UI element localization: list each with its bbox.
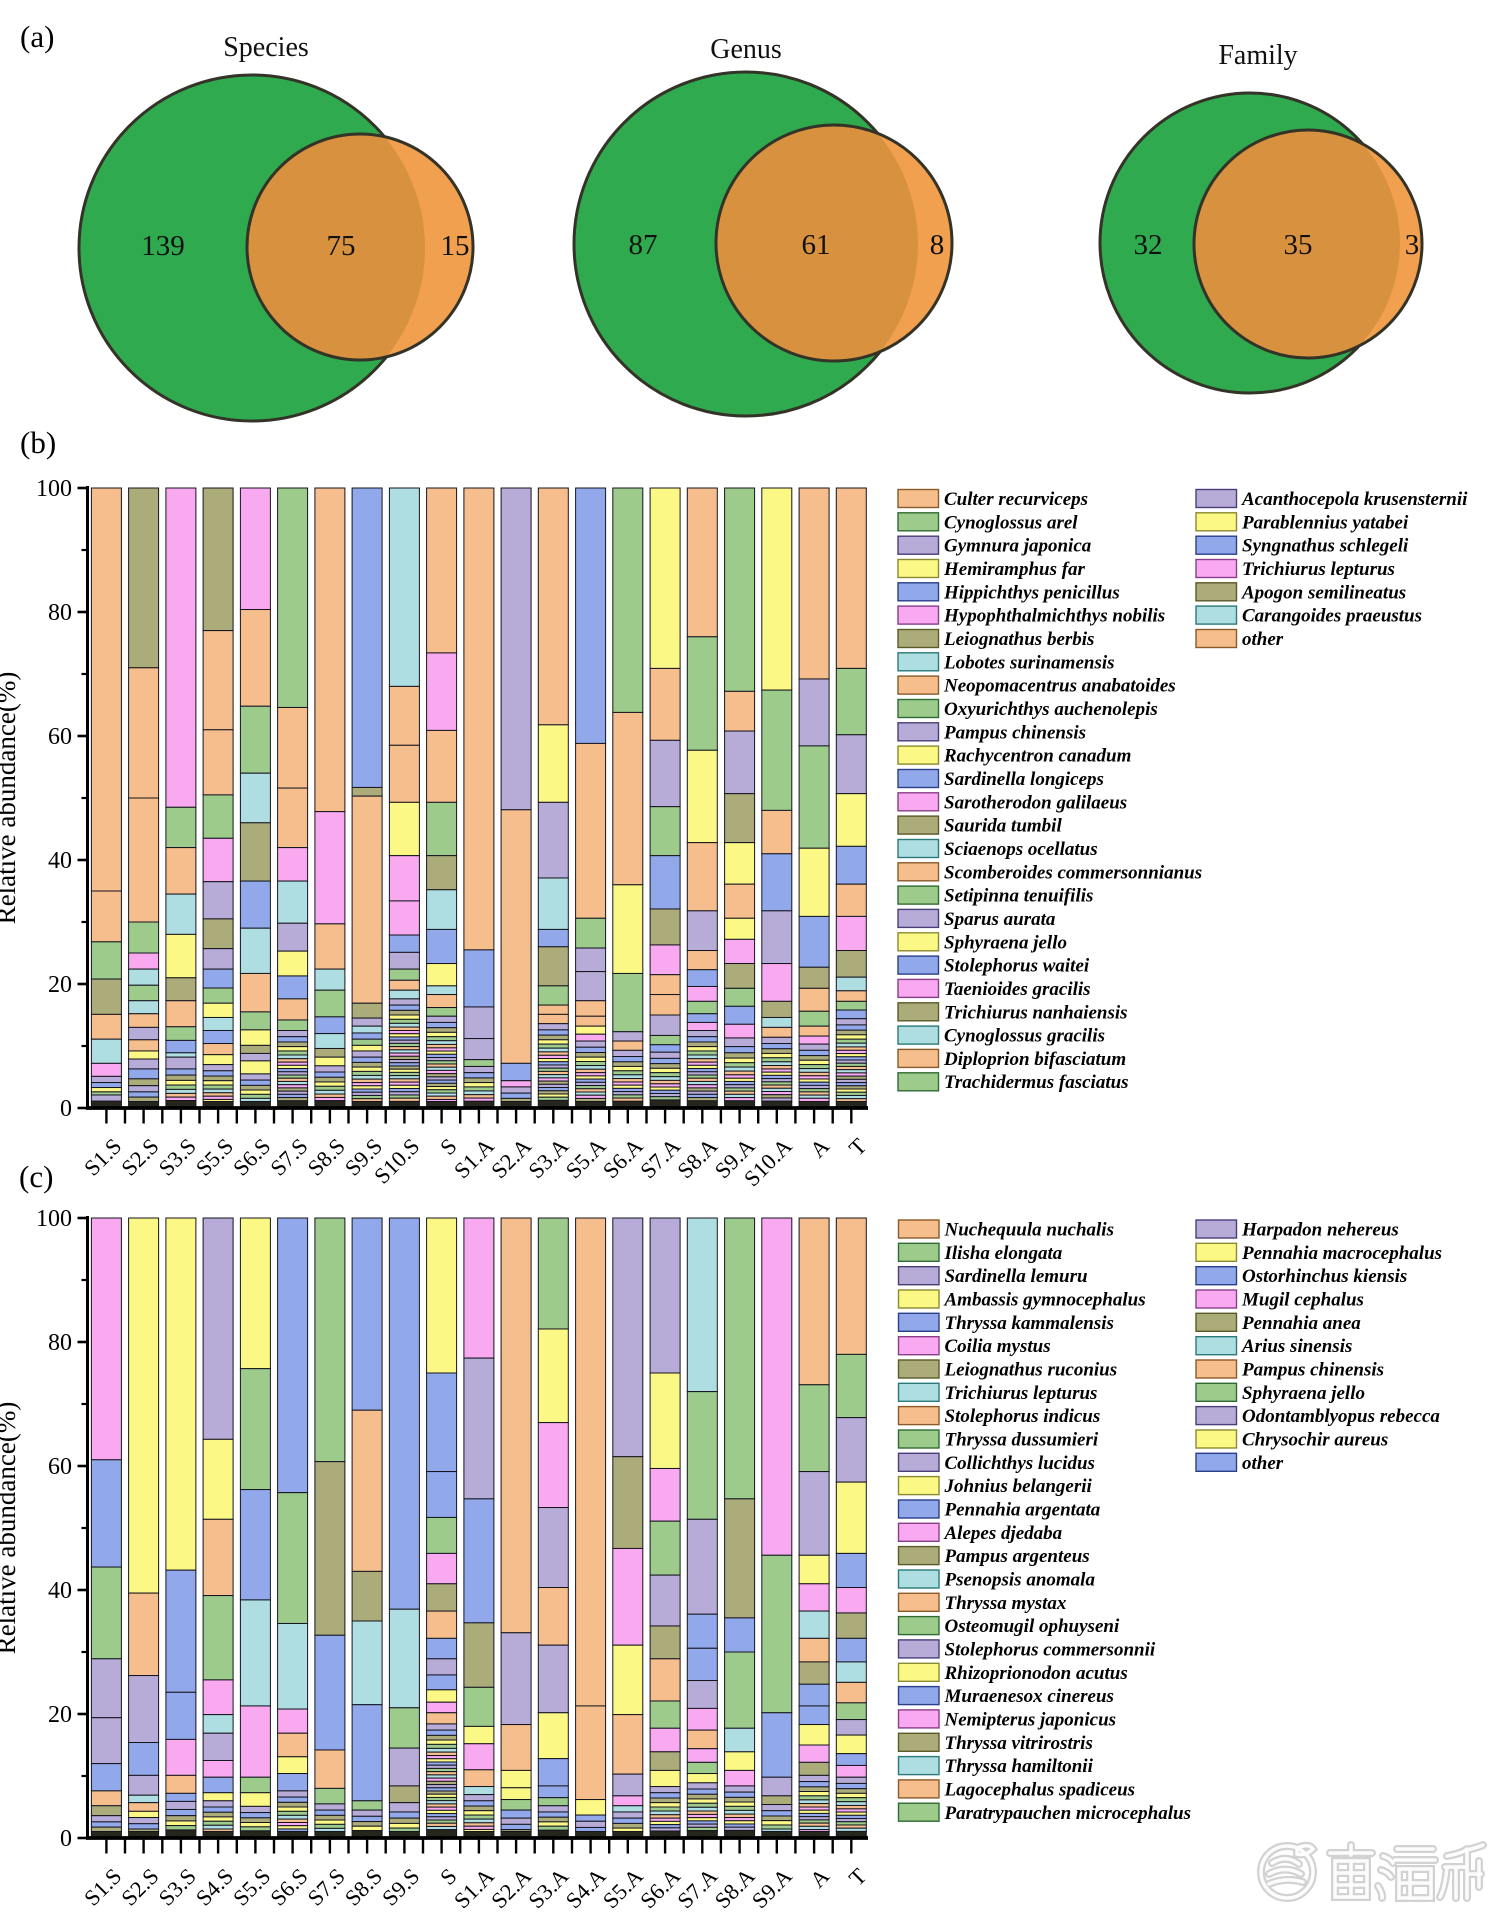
svg-text:40: 40 bbox=[48, 848, 72, 874]
svg-text:Nuchequula nuchalis: Nuchequula nuchalis bbox=[944, 1220, 1114, 1241]
svg-text:Harpadon nehereus: Harpadon nehereus bbox=[1241, 1220, 1399, 1241]
svg-text:8: 8 bbox=[930, 229, 945, 261]
svg-text:75: 75 bbox=[327, 230, 356, 262]
svg-text:(c): (c) bbox=[19, 1159, 53, 1194]
svg-text:Mugil cephalus: Mugil cephalus bbox=[1241, 1290, 1364, 1311]
svg-text:other: other bbox=[1242, 629, 1284, 650]
svg-text:100: 100 bbox=[36, 476, 72, 502]
svg-text:3: 3 bbox=[1405, 229, 1420, 261]
svg-text:Muraenesox cinereus: Muraenesox cinereus bbox=[944, 1686, 1114, 1707]
svg-text:Pennahia argentata: Pennahia argentata bbox=[944, 1500, 1101, 1521]
svg-text:0: 0 bbox=[60, 1096, 72, 1122]
svg-text:Coilia mystus: Coilia mystus bbox=[945, 1336, 1051, 1357]
svg-text:Sphyraena jello: Sphyraena jello bbox=[1242, 1383, 1365, 1404]
svg-text:Relative abundance(%): Relative abundance(%) bbox=[0, 672, 21, 925]
svg-text:20: 20 bbox=[48, 972, 72, 998]
svg-text:Sardinella lemuru: Sardinella lemuru bbox=[945, 1266, 1088, 1287]
svg-text:Sparus aurata: Sparus aurata bbox=[944, 909, 1056, 930]
svg-text:Parablennius yatabei: Parablennius yatabei bbox=[1241, 512, 1409, 533]
svg-text:Thryssa vitrirostris: Thryssa vitrirostris bbox=[945, 1733, 1093, 1754]
svg-text:Thryssa kammalensis: Thryssa kammalensis bbox=[945, 1313, 1114, 1334]
svg-text:(b): (b) bbox=[20, 425, 56, 460]
svg-text:Rachycentron canadum: Rachycentron canadum bbox=[943, 746, 1131, 767]
svg-text:Cynoglossus gracilis: Cynoglossus gracilis bbox=[944, 1026, 1105, 1047]
svg-text:Lobotes surinamensis: Lobotes surinamensis bbox=[943, 652, 1115, 673]
svg-text:Leiognathus ruconius: Leiognathus ruconius bbox=[944, 1360, 1118, 1381]
svg-text:Pampus chinensis: Pampus chinensis bbox=[1241, 1360, 1384, 1381]
svg-text:0: 0 bbox=[60, 1826, 72, 1852]
svg-text:Trichiurus lepturus: Trichiurus lepturus bbox=[1242, 559, 1395, 580]
svg-text:Lagocephalus spadiceus: Lagocephalus spadiceus bbox=[944, 1779, 1136, 1800]
svg-text:60: 60 bbox=[48, 1454, 72, 1480]
svg-text:Johnius belangerii: Johnius belangerii bbox=[944, 1476, 1093, 1497]
svg-text:Chrysochir aureus: Chrysochir aureus bbox=[1242, 1430, 1388, 1451]
svg-text:Pennahia macrocephalus: Pennahia macrocephalus bbox=[1241, 1243, 1442, 1264]
svg-text:Collichthys lucidus: Collichthys lucidus bbox=[945, 1453, 1095, 1474]
svg-text:Rhizoprionodon acutus: Rhizoprionodon acutus bbox=[944, 1663, 1128, 1684]
svg-text:Paratrypauchen microcephalus: Paratrypauchen microcephalus bbox=[944, 1803, 1191, 1824]
svg-text:Diploprion bifasciatum: Diploprion bifasciatum bbox=[943, 1049, 1126, 1070]
svg-text:Arius sinensis: Arius sinensis bbox=[1241, 1336, 1352, 1357]
svg-text:Leiognathus berbis: Leiognathus berbis bbox=[943, 629, 1094, 650]
svg-text:Alepes djedaba: Alepes djedaba bbox=[944, 1523, 1063, 1544]
svg-text:32: 32 bbox=[1134, 229, 1163, 261]
svg-text:Carangoides praeustus: Carangoides praeustus bbox=[1242, 606, 1422, 627]
svg-text:Cynoglossus arel: Cynoglossus arel bbox=[944, 512, 1078, 533]
svg-text:15: 15 bbox=[441, 230, 470, 262]
svg-text:Relative abundance(%): Relative abundance(%) bbox=[0, 1402, 21, 1655]
svg-text:139: 139 bbox=[141, 230, 185, 262]
svg-text:Sciaenops ocellatus: Sciaenops ocellatus bbox=[944, 839, 1098, 860]
svg-text:87: 87 bbox=[629, 229, 658, 261]
svg-text:Sphyraena jello: Sphyraena jello bbox=[944, 932, 1067, 953]
svg-text:Ambassis gymnocephalus: Ambassis gymnocephalus bbox=[944, 1290, 1146, 1311]
svg-text:Apogon semilineatus: Apogon semilineatus bbox=[1241, 582, 1406, 603]
svg-text:100: 100 bbox=[36, 1206, 72, 1232]
svg-text:Saurida tumbil: Saurida tumbil bbox=[944, 816, 1062, 837]
svg-text:Setipinna tenuifilis: Setipinna tenuifilis bbox=[944, 886, 1093, 907]
svg-text:Family: Family bbox=[1218, 40, 1297, 71]
svg-text:Hemiramphus far: Hemiramphus far bbox=[943, 559, 1086, 580]
svg-text:Syngnathus schlegeli: Syngnathus schlegeli bbox=[1242, 536, 1409, 557]
svg-text:Oxyurichthys auchenolepis: Oxyurichthys auchenolepis bbox=[944, 699, 1158, 720]
svg-text:Thryssa hamiltonii: Thryssa hamiltonii bbox=[945, 1756, 1094, 1777]
svg-text:Acanthocepola krusensternii: Acanthocepola krusensternii bbox=[1241, 489, 1468, 510]
svg-text:Stolephorus commersonnii: Stolephorus commersonnii bbox=[945, 1639, 1156, 1660]
svg-text:Ilisha elongata: Ilisha elongata bbox=[944, 1243, 1063, 1264]
svg-text:60: 60 bbox=[48, 724, 72, 750]
svg-text:80: 80 bbox=[48, 1330, 72, 1356]
svg-text:Hippichthys penicillus: Hippichthys penicillus bbox=[943, 582, 1120, 603]
svg-text:Psenopsis anomala: Psenopsis anomala bbox=[944, 1570, 1096, 1591]
svg-text:Genus: Genus bbox=[710, 34, 782, 65]
svg-text:Pennahia anea: Pennahia anea bbox=[1241, 1313, 1361, 1334]
svg-text:61: 61 bbox=[802, 229, 831, 261]
svg-text:Osteomugil ophuyseni: Osteomugil ophuyseni bbox=[945, 1616, 1120, 1637]
svg-text:Stolephorus waitei: Stolephorus waitei bbox=[944, 956, 1090, 977]
svg-text:Sardinella longiceps: Sardinella longiceps bbox=[944, 769, 1104, 790]
svg-text:Pampus chinensis: Pampus chinensis bbox=[943, 722, 1086, 743]
svg-text:20: 20 bbox=[48, 1702, 72, 1728]
svg-text:Culter recurviceps: Culter recurviceps bbox=[944, 489, 1088, 510]
svg-text:80: 80 bbox=[48, 600, 72, 626]
svg-text:Gymnura japonica: Gymnura japonica bbox=[944, 536, 1092, 557]
svg-text:40: 40 bbox=[48, 1578, 72, 1604]
svg-text:(a): (a) bbox=[20, 19, 54, 54]
svg-text:Hypophthalmichthys nobilis: Hypophthalmichthys nobilis bbox=[943, 606, 1165, 627]
svg-text:Trichiurus lepturus: Trichiurus lepturus bbox=[945, 1383, 1098, 1404]
svg-text:Scomberoides commersonnianus: Scomberoides commersonnianus bbox=[944, 862, 1202, 883]
svg-text:Thryssa mystax: Thryssa mystax bbox=[945, 1593, 1067, 1614]
svg-text:Sarotherodon galilaeus: Sarotherodon galilaeus bbox=[944, 792, 1127, 813]
svg-text:Ostorhinchus kiensis: Ostorhinchus kiensis bbox=[1242, 1266, 1407, 1287]
svg-text:Thryssa dussumieri: Thryssa dussumieri bbox=[945, 1430, 1099, 1451]
svg-text:Species: Species bbox=[223, 32, 309, 63]
svg-text:Nemipterus japonicus: Nemipterus japonicus bbox=[944, 1709, 1117, 1730]
svg-text:35: 35 bbox=[1284, 229, 1313, 261]
svg-text:other: other bbox=[1242, 1453, 1284, 1474]
svg-text:Trachidermus fasciatus: Trachidermus fasciatus bbox=[944, 1072, 1129, 1093]
svg-text:Stolephorus indicus: Stolephorus indicus bbox=[945, 1406, 1101, 1427]
svg-text:Trichiurus nanhaiensis: Trichiurus nanhaiensis bbox=[944, 1002, 1128, 1023]
svg-text:Odontamblyopus rebecca: Odontamblyopus rebecca bbox=[1242, 1406, 1440, 1427]
svg-text:Taenioides gracilis: Taenioides gracilis bbox=[944, 979, 1091, 1000]
svg-text:Pampus argenteus: Pampus argenteus bbox=[944, 1546, 1090, 1567]
svg-text:Neopomacentrus anabatoides: Neopomacentrus anabatoides bbox=[943, 676, 1176, 697]
